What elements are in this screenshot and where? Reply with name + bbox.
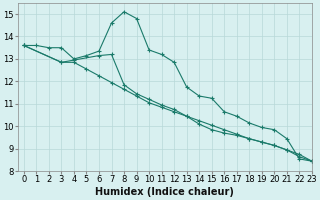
X-axis label: Humidex (Indice chaleur): Humidex (Indice chaleur) (95, 187, 234, 197)
